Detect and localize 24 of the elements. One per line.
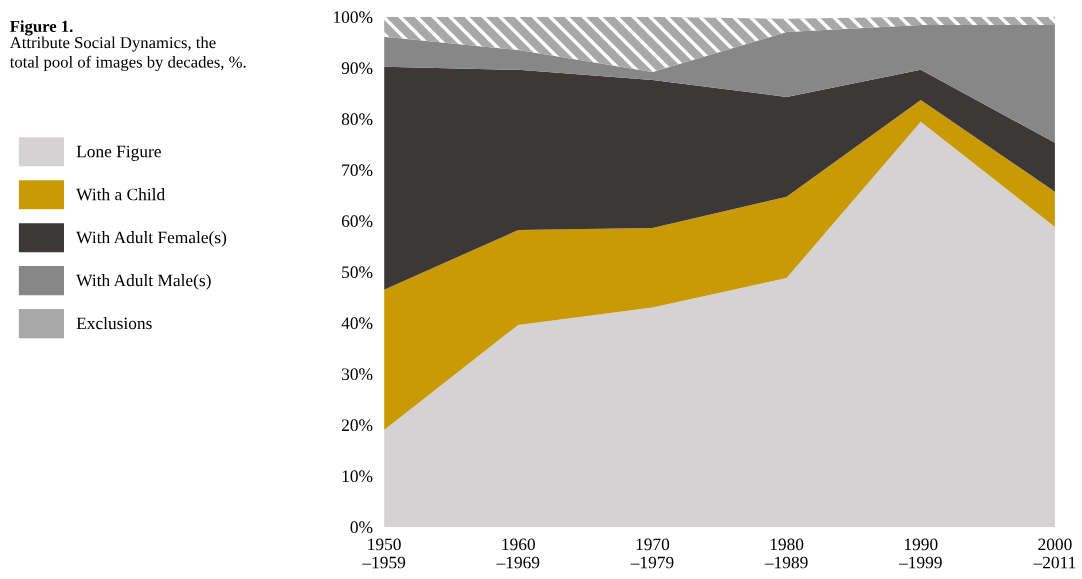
y-tick-label: 40%: [341, 317, 373, 330]
y-tick-label: 80%: [341, 113, 373, 126]
y-tick-label: 60%: [341, 215, 373, 228]
text: Figure 1.: [10, 20, 73, 36]
legend-label: With Adult Male(s): [76, 274, 211, 290]
x-tick-label: 1990 –1999: [898, 538, 942, 569]
legend-label: With Adult Female(s): [76, 231, 227, 247]
text: Attribute Social Dynamics, the total pool of images by decades, %.: [9, 36, 246, 72]
y-tick-label: 10%: [342, 470, 373, 483]
y-tick-label: 20%: [341, 419, 373, 432]
x-tick-label: 1970 –1979: [630, 538, 674, 569]
y-tick-label: 0%: [350, 521, 373, 534]
y-tick-label: 90%: [341, 62, 373, 75]
x-tick-label: 1950 –1959: [362, 538, 406, 569]
legend-label: With a Child: [76, 188, 165, 201]
legend-label: Exclusions: [76, 317, 152, 330]
legend-label: Lone Figure: [76, 145, 161, 161]
y-tick-label: 100%: [334, 11, 373, 24]
y-tick-label: 30%: [342, 368, 373, 381]
x-tick-label: 2000 –2011: [1033, 538, 1076, 569]
y-tick-label: 70%: [342, 164, 373, 177]
x-tick-label: 1960 –1969: [496, 538, 540, 569]
x-tick-label: 1980 –1989: [764, 538, 808, 569]
y-tick-label: 50%: [342, 266, 373, 279]
